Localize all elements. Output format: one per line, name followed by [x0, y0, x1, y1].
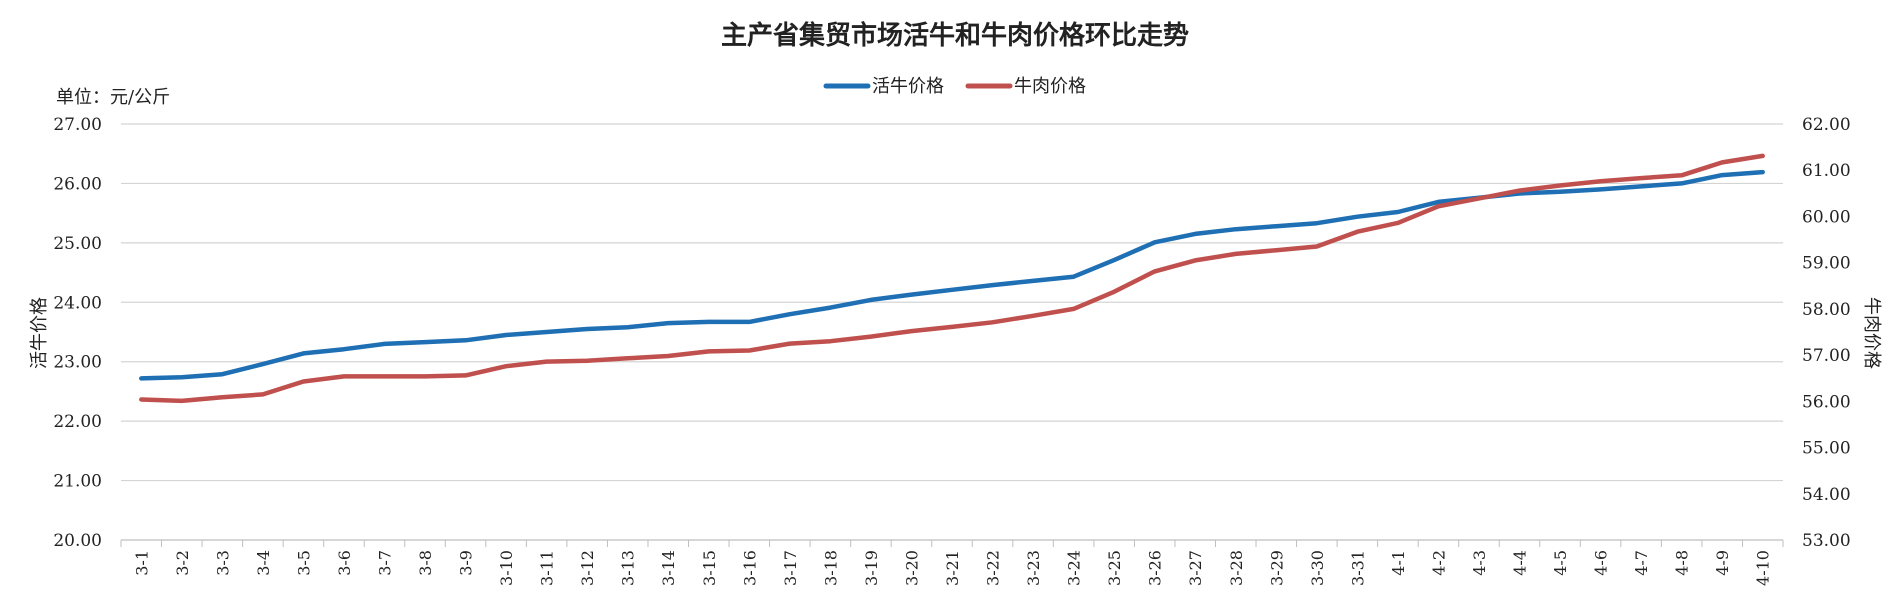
x-tick-label: 3-21: [943, 550, 962, 586]
x-tick-label: 3-25: [1105, 550, 1124, 586]
y-axis-right-title: 牛肉价格: [1861, 297, 1882, 369]
grid-lines: [121, 123, 1783, 541]
x-tick-label: 3-16: [740, 550, 759, 586]
x-tick-label: 4-3: [1470, 550, 1489, 576]
x-tick-label: 3-11: [538, 550, 557, 586]
x-tick-label: 3-15: [700, 550, 719, 586]
legend: 活牛价格 牛肉价格: [823, 76, 1086, 97]
x-tick-label: 4-4: [1511, 550, 1530, 576]
x-tick-label: 4-10: [1754, 550, 1773, 586]
x-tick-label: 3-10: [497, 550, 516, 586]
x-tick-label: 3-3: [213, 550, 232, 576]
x-tick-label: 3-6: [335, 550, 354, 576]
y-left-tick-label: 24.00: [53, 293, 102, 313]
y-left-tick-label: 22.00: [53, 412, 102, 432]
x-tick-label: 3-14: [659, 550, 678, 586]
x-tick-label: 3-30: [1308, 550, 1327, 586]
x-tick-label: 3-19: [862, 550, 881, 586]
chart-title: 主产省集贸市场活牛和牛肉价格环比走势: [721, 20, 1189, 51]
legend-label: 活牛价格: [872, 76, 944, 97]
x-tick-label: 3-18: [821, 550, 840, 586]
y-right-tick-label: 55.00: [1802, 439, 1851, 459]
y-axis-left-title: 活牛价格: [29, 297, 50, 369]
x-tick-label: 3-7: [375, 550, 394, 576]
y-right-tick-label: 62.00: [1802, 115, 1851, 135]
y-right-tick-label: 58.00: [1802, 300, 1851, 320]
series-line-1: [139, 169, 1765, 381]
x-tick-label: 4-7: [1632, 550, 1651, 576]
y-left-tick-label: 23.00: [53, 353, 102, 373]
y-right-tick-label: 60.00: [1802, 207, 1851, 227]
x-tick-label: 3-5: [294, 550, 313, 576]
y-left-tick-label: 26.00: [53, 174, 102, 194]
x-tick-label: 4-5: [1551, 550, 1570, 576]
axes: 20.00 21.00 22.00 23.00 24.00 25.00 26.00 27.00…: [53, 115, 1850, 586]
x-tick-label: 3-28: [1227, 550, 1246, 586]
unit-label: 单位：元/公斤: [56, 87, 170, 108]
x-tick-label: 4-9: [1713, 550, 1732, 576]
x-tick-label: 3-2: [173, 550, 192, 576]
y-right-tick-label: 54.00: [1802, 485, 1851, 505]
y-right-tick-label: 53.00: [1802, 531, 1851, 551]
legend-label: 牛肉价格: [1014, 76, 1086, 97]
y-left-tick-label: 20.00: [53, 531, 102, 551]
x-tick-label: 4-1: [1389, 550, 1408, 576]
y-right-tick-label: 61.00: [1802, 161, 1851, 181]
series-lines: [139, 153, 1765, 404]
y-right-tick-label: 56.00: [1802, 392, 1851, 412]
x-tick-label: 3-29: [1267, 550, 1286, 586]
x-tick-label: 4-6: [1592, 550, 1611, 576]
x-tick-label: 3-1: [132, 550, 151, 576]
y-left-tick-label: 27.00: [53, 115, 102, 135]
y-left-tick-label: 25.00: [53, 234, 102, 254]
y-right-tick-label: 59.00: [1802, 254, 1851, 274]
x-tick-label: 4-2: [1429, 550, 1448, 576]
x-tick-label: 3-8: [416, 550, 435, 576]
x-tick-label: 3-26: [1146, 550, 1165, 586]
series-line-2: [139, 153, 1765, 404]
x-tick-label: 3-27: [1186, 550, 1205, 586]
x-tick-label: 3-20: [902, 550, 921, 586]
x-tick-label: 3-12: [578, 550, 597, 586]
x-tick-label: 3-22: [984, 550, 1003, 586]
x-tick-label: 4-8: [1673, 550, 1692, 576]
y-right-tick-label: 57.00: [1802, 346, 1851, 366]
x-tick-label: 3-4: [254, 550, 273, 576]
x-tick-label: 3-17: [781, 550, 800, 586]
y-left-tick-label: 21.00: [53, 472, 102, 492]
x-tick-label: 3-13: [619, 550, 638, 586]
x-tick-label: 3-23: [1024, 550, 1043, 586]
x-tick-label: 3-31: [1348, 550, 1367, 586]
x-tick-label: 3-9: [457, 550, 476, 576]
x-tick-label: 3-24: [1065, 550, 1084, 586]
